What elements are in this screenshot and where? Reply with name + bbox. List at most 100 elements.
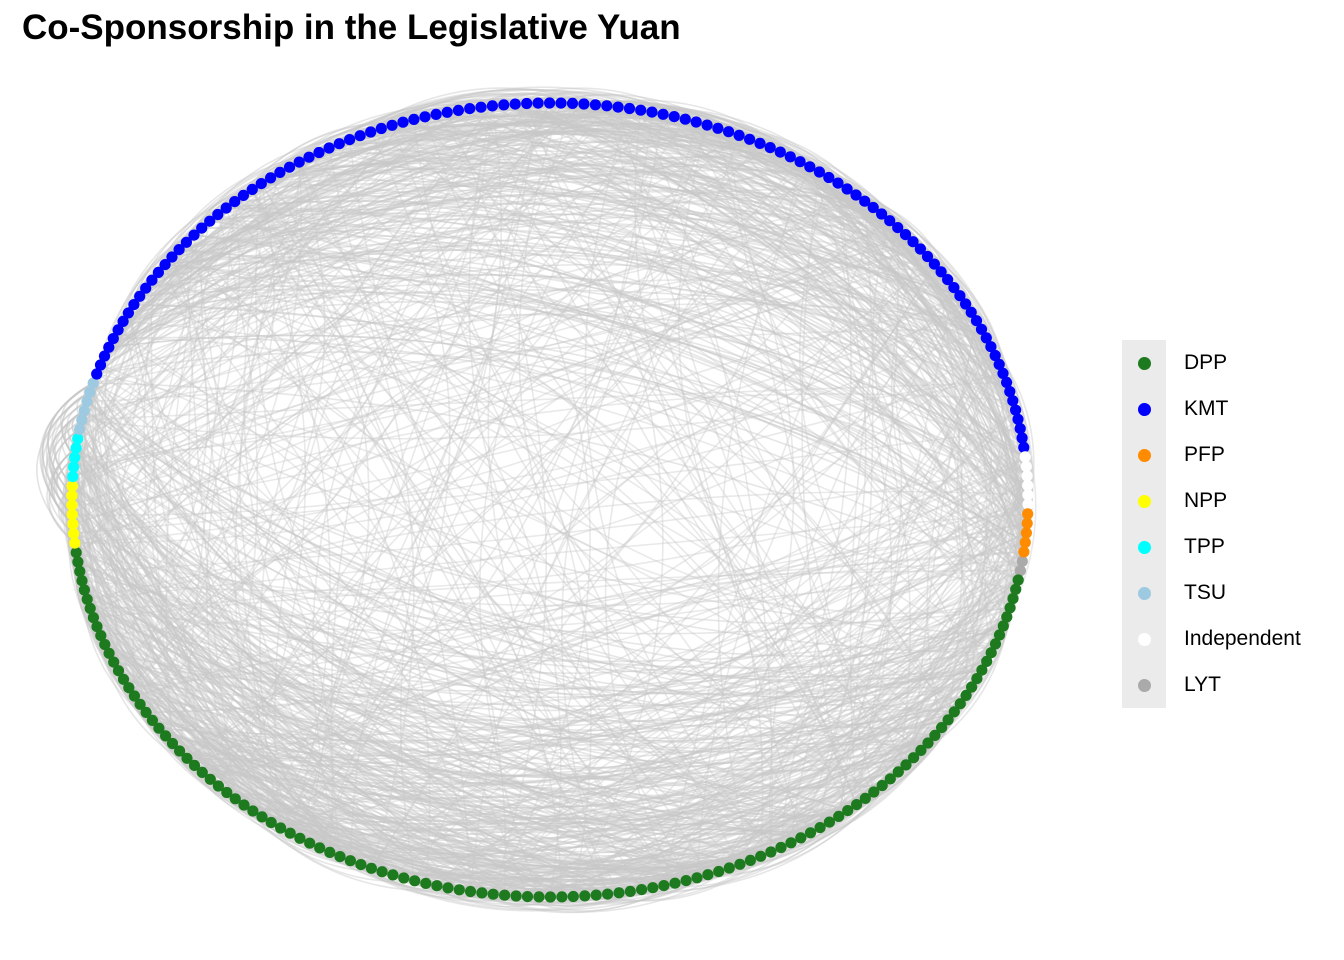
edge bbox=[128, 687, 929, 820]
edge bbox=[73, 533, 698, 879]
node-kmt bbox=[867, 201, 879, 214]
node-dpp bbox=[954, 698, 966, 710]
edge bbox=[209, 220, 1027, 534]
edge bbox=[970, 391, 1011, 688]
edge bbox=[271, 437, 1023, 825]
edge bbox=[251, 124, 781, 191]
legend-item-independent: Independent bbox=[1122, 616, 1301, 662]
edge bbox=[392, 867, 730, 911]
node-dpp bbox=[966, 681, 978, 693]
node-dpp bbox=[134, 698, 146, 710]
edge bbox=[74, 457, 907, 772]
edge bbox=[280, 827, 761, 878]
edge bbox=[538, 494, 1029, 898]
edge bbox=[72, 523, 687, 882]
edge bbox=[209, 185, 982, 330]
edge bbox=[89, 607, 961, 742]
edge bbox=[108, 334, 1026, 544]
edge bbox=[188, 207, 341, 858]
edge bbox=[71, 485, 741, 866]
edge bbox=[194, 726, 942, 834]
edge bbox=[123, 597, 1014, 707]
edge bbox=[92, 382, 801, 839]
edge bbox=[71, 248, 921, 506]
edge bbox=[492, 513, 1029, 895]
edge bbox=[707, 541, 1026, 876]
edge bbox=[73, 466, 955, 729]
edge bbox=[242, 194, 812, 834]
node-kmt bbox=[140, 282, 152, 294]
edge bbox=[380, 88, 619, 130]
edge bbox=[164, 168, 890, 266]
edge bbox=[164, 130, 791, 266]
node-dpp bbox=[476, 887, 488, 899]
edge bbox=[728, 570, 1021, 869]
edge bbox=[318, 118, 686, 849]
edge bbox=[515, 882, 676, 912]
node-dpp bbox=[153, 722, 165, 734]
edge bbox=[72, 466, 563, 898]
edge bbox=[425, 882, 563, 908]
edge bbox=[92, 382, 311, 844]
edge bbox=[77, 124, 393, 440]
edge bbox=[289, 166, 1028, 524]
node-dpp bbox=[785, 837, 797, 849]
edge bbox=[158, 212, 961, 297]
edge bbox=[96, 625, 899, 797]
edge bbox=[96, 351, 1026, 544]
edge bbox=[178, 218, 961, 297]
edge bbox=[158, 694, 967, 809]
edge bbox=[75, 448, 181, 752]
edge bbox=[71, 495, 574, 898]
legend-item-tpp: TPP bbox=[1122, 524, 1225, 570]
node-dpp bbox=[1001, 611, 1013, 623]
edge bbox=[594, 104, 1028, 524]
edge bbox=[178, 180, 921, 251]
edge bbox=[339, 123, 921, 250]
edge bbox=[93, 382, 1019, 581]
edge bbox=[83, 410, 427, 885]
node-dpp bbox=[981, 655, 993, 668]
edge bbox=[809, 166, 1022, 571]
edge bbox=[73, 533, 597, 896]
node-kmt bbox=[419, 111, 431, 123]
edge bbox=[72, 146, 771, 478]
edge bbox=[193, 234, 272, 823]
edge bbox=[165, 569, 1021, 745]
edge bbox=[86, 298, 996, 600]
edge bbox=[117, 329, 676, 884]
node-dpp bbox=[948, 706, 960, 718]
node-kmt bbox=[965, 306, 977, 318]
edge bbox=[526, 102, 1023, 562]
node-kmt bbox=[212, 208, 224, 221]
edge bbox=[99, 106, 482, 366]
edge bbox=[151, 193, 935, 281]
edge bbox=[92, 617, 528, 898]
edge bbox=[270, 821, 761, 869]
edge bbox=[252, 188, 1029, 506]
edge bbox=[145, 711, 761, 871]
edge bbox=[86, 400, 1011, 625]
edge bbox=[139, 285, 1025, 553]
node-kmt bbox=[899, 229, 912, 241]
node-dpp bbox=[174, 745, 186, 757]
edge bbox=[83, 589, 899, 799]
edge bbox=[185, 242, 237, 799]
edge bbox=[801, 171, 849, 811]
edge bbox=[217, 134, 740, 787]
edge bbox=[527, 634, 1001, 898]
edge bbox=[905, 475, 1028, 766]
edge bbox=[279, 294, 961, 829]
edge bbox=[618, 694, 967, 894]
node-dpp bbox=[929, 729, 941, 742]
node-kmt bbox=[907, 236, 919, 248]
edge bbox=[970, 311, 1022, 571]
edge bbox=[391, 124, 1019, 581]
edge bbox=[123, 678, 967, 746]
edge bbox=[36, 391, 91, 544]
edge bbox=[413, 118, 955, 713]
node-kmt bbox=[612, 101, 624, 113]
edge bbox=[629, 107, 830, 179]
edge bbox=[328, 147, 1026, 458]
edge bbox=[468, 105, 772, 853]
